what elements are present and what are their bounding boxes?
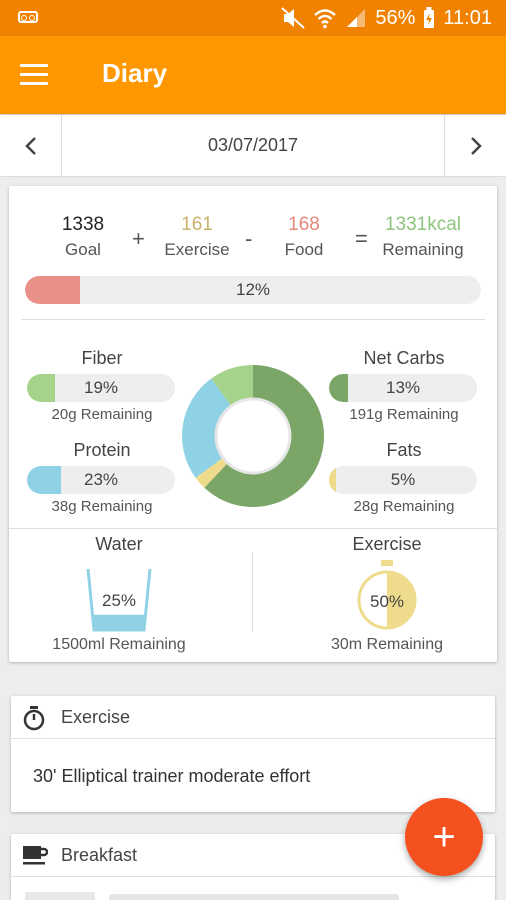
exercise-card-header[interactable]: Exercise bbox=[11, 696, 495, 739]
macro-fats[interactable]: Fats 5% 28g Remaining bbox=[329, 440, 479, 515]
stopwatch-icon bbox=[23, 706, 45, 731]
food-value: 168 bbox=[288, 214, 320, 235]
equals-operator: = bbox=[355, 226, 368, 251]
calorie-progress-label: 12% bbox=[235, 280, 271, 299]
donut-segment-net-carbs bbox=[204, 365, 324, 507]
fats-remaining: 28g Remaining bbox=[353, 498, 455, 515]
calorie-exercise: 161 Exercise bbox=[159, 214, 235, 260]
stopwatch-progress-icon[interactable]: 50% bbox=[353, 559, 421, 633]
breakfast-card-title: Breakfast bbox=[61, 845, 138, 865]
remaining-label: Remaining bbox=[382, 240, 464, 259]
fats-name: Fats bbox=[386, 440, 422, 460]
macro-fiber[interactable]: Fiber 19% 20g Remaining bbox=[27, 348, 177, 423]
app-bar: Diary bbox=[0, 36, 506, 114]
signal-icon bbox=[347, 9, 366, 27]
clock: 11:01 bbox=[443, 6, 492, 29]
macro-net-carbs[interactable]: Net Carbs 13% 191g Remaining bbox=[329, 348, 479, 423]
current-date[interactable]: 03/07/2017 bbox=[207, 135, 299, 155]
macro-protein[interactable]: Protein 23% 38g Remaining bbox=[27, 440, 177, 515]
water-remaining: 1500ml Remaining bbox=[52, 636, 186, 653]
fats-bar-fill bbox=[329, 466, 337, 494]
battery-percent: 56% bbox=[375, 6, 416, 29]
plus-icon: + bbox=[432, 815, 456, 859]
fats-percent: 5% bbox=[390, 470, 416, 489]
goal-label: Goal bbox=[65, 240, 101, 259]
exercise-card-title: Exercise bbox=[61, 707, 131, 727]
net-carbs-bar: 13% bbox=[329, 374, 477, 402]
fats-bar: 5% bbox=[329, 466, 477, 494]
minus-operator: - bbox=[245, 226, 253, 251]
protein-bar: 23% bbox=[27, 466, 175, 494]
exercise-value: 161 bbox=[181, 214, 213, 235]
mute-icon bbox=[281, 7, 306, 29]
hamburger-icon[interactable] bbox=[20, 64, 48, 86]
status-icons: 56% 11:01 bbox=[281, 5, 492, 31]
macro-donut-chart[interactable] bbox=[181, 364, 325, 508]
exercise-remaining-box: 30m Remaining bbox=[297, 636, 477, 654]
calorie-progress-bar: 12% bbox=[25, 276, 481, 304]
water-percent: 25% bbox=[102, 591, 136, 610]
net-carbs-remaining: 191g Remaining bbox=[349, 406, 459, 423]
status-bar: 56% 11:01 bbox=[0, 0, 506, 36]
net-carbs-name: Net Carbs bbox=[363, 348, 445, 368]
exercise-tracker[interactable]: Exercise bbox=[297, 534, 477, 555]
previous-day-button[interactable] bbox=[0, 115, 62, 177]
exercise-card[interactable]: Exercise 30' Elliptical trainer moderate… bbox=[11, 696, 495, 812]
net-carbs-percent: 13% bbox=[385, 378, 421, 397]
exercise-remaining: 30m Remaining bbox=[330, 636, 444, 653]
protein-bar-fill bbox=[27, 466, 62, 494]
next-day-button[interactable] bbox=[444, 115, 506, 177]
exercise-percent: 50% bbox=[370, 592, 404, 611]
protein-percent: 23% bbox=[83, 470, 119, 489]
fiber-bar-fill bbox=[27, 374, 56, 402]
remaining-value: 1331kcal bbox=[384, 214, 462, 235]
calorie-food: 168 Food bbox=[274, 214, 334, 260]
voicemail-icon bbox=[18, 11, 38, 23]
water-tracker[interactable]: Water bbox=[29, 534, 209, 555]
divider bbox=[21, 319, 485, 320]
donut-segment-fats bbox=[195, 457, 228, 488]
breakfast-card-header[interactable]: Breakfast bbox=[11, 834, 495, 877]
calorie-progress-fill bbox=[25, 276, 80, 304]
chevron-left-icon bbox=[24, 137, 36, 155]
food-thumbnail bbox=[25, 892, 95, 900]
food-label: Food bbox=[284, 240, 324, 259]
chevron-right-icon bbox=[470, 137, 482, 155]
fiber-name: Fiber bbox=[81, 348, 123, 368]
goal-value: 1338 bbox=[61, 214, 105, 235]
net-carbs-bar-fill bbox=[329, 374, 349, 402]
calorie-goal: 1338 Goal bbox=[53, 214, 113, 260]
vertical-divider bbox=[252, 552, 253, 632]
fiber-bar: 19% bbox=[27, 374, 175, 402]
donut-segment-fiber bbox=[211, 365, 253, 407]
page-title: Diary bbox=[102, 58, 168, 88]
coffee-cup-icon bbox=[23, 846, 48, 865]
water-fill bbox=[92, 614, 146, 630]
add-entry-button[interactable]: + bbox=[405, 798, 483, 876]
fiber-remaining: 20g Remaining bbox=[51, 406, 153, 423]
exercise-entry[interactable]: 30' Elliptical trainer moderate effort bbox=[33, 766, 311, 786]
plus-operator: + bbox=[132, 226, 145, 251]
food-entry-placeholder[interactable] bbox=[109, 894, 399, 900]
water-remaining-box: 1500ml Remaining bbox=[29, 636, 209, 654]
battery-icon bbox=[424, 7, 435, 28]
wifi-icon bbox=[314, 9, 337, 29]
donut-center bbox=[214, 397, 292, 475]
water-name: Water bbox=[95, 534, 143, 554]
protein-remaining: 38g Remaining bbox=[51, 498, 153, 515]
protein-name: Protein bbox=[73, 440, 131, 460]
date-navigator: 03/07/2017 bbox=[0, 115, 506, 177]
divider bbox=[9, 528, 497, 529]
calorie-remaining: 1331kcal Remaining bbox=[375, 214, 471, 260]
exercise-label: Exercise bbox=[164, 240, 230, 259]
daily-summary-card: 1338 Goal + 161 Exercise - 168 Food = 13… bbox=[9, 186, 497, 662]
exercise-progress-fill bbox=[387, 572, 415, 628]
exercise-tracker-name: Exercise bbox=[352, 534, 422, 554]
water-glass-icon[interactable]: 25% bbox=[85, 566, 153, 634]
fiber-percent: 19% bbox=[83, 378, 119, 397]
